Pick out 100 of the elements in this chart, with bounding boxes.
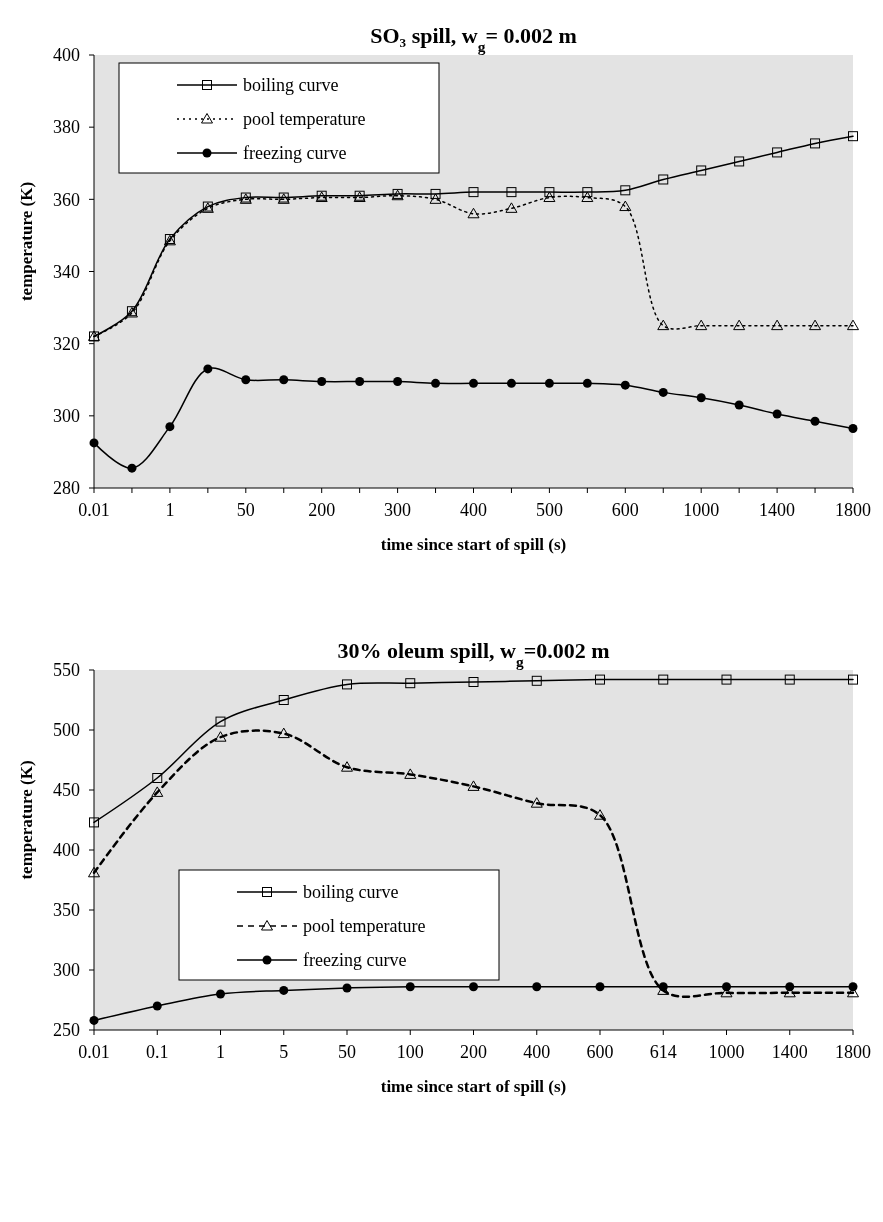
point — [468, 677, 479, 687]
y-tick-label: 400 — [53, 840, 80, 861]
x-tick-label: 600 — [611, 500, 639, 520]
point — [657, 319, 670, 331]
point — [595, 674, 605, 685]
point — [620, 185, 631, 196]
y-tick-label: 550 — [53, 660, 80, 681]
legend-label: freezing curve — [243, 143, 347, 164]
point — [506, 187, 517, 198]
y-tick-label: 340 — [53, 261, 80, 282]
point — [404, 768, 417, 779]
point — [88, 866, 100, 878]
point — [277, 727, 290, 739]
point — [595, 982, 605, 992]
point — [341, 761, 353, 772]
point — [317, 377, 327, 387]
point — [127, 463, 137, 473]
x-tick-label: 1000 — [683, 500, 720, 520]
point — [696, 393, 706, 403]
x-tick-label: 0.1 — [146, 1042, 169, 1062]
y-axis-title: temperature (K) — [17, 760, 36, 880]
point — [784, 674, 795, 685]
x-tick-label: 200 — [308, 500, 336, 520]
point — [658, 674, 669, 685]
point — [848, 423, 858, 433]
point — [430, 188, 441, 199]
point — [216, 989, 225, 999]
point — [658, 387, 668, 397]
point — [214, 731, 227, 742]
point — [342, 679, 352, 690]
point — [405, 678, 416, 689]
point — [152, 773, 163, 783]
point — [772, 409, 782, 419]
point — [771, 319, 784, 331]
point — [505, 202, 518, 213]
point — [847, 319, 859, 331]
y-tick-label: 300 — [53, 406, 80, 427]
x-tick-label: 400 — [460, 500, 487, 520]
point — [355, 377, 365, 387]
point — [543, 191, 556, 203]
point — [215, 716, 226, 727]
legend-label: boiling curve — [243, 75, 339, 96]
point — [582, 378, 592, 388]
x-axis-title: time since start of spill (s) — [380, 1077, 567, 1096]
x-tick-label: 1800 — [835, 1042, 871, 1062]
y-tick-label: 450 — [53, 780, 80, 801]
point — [696, 165, 707, 176]
point — [722, 982, 731, 992]
legend-label: freezing curve — [303, 950, 407, 971]
x-tick-label: 5 — [279, 1042, 289, 1062]
point — [532, 982, 542, 992]
x-tick-label: 614 — [649, 1042, 677, 1062]
point — [809, 319, 822, 331]
x-tick-label: 400 — [523, 1042, 551, 1062]
x-tick-label: 100 — [396, 1042, 424, 1062]
y-tick-label: 300 — [53, 960, 80, 981]
point — [89, 1015, 99, 1025]
point — [582, 187, 593, 198]
point — [530, 797, 543, 808]
point — [241, 375, 251, 385]
point — [468, 187, 479, 198]
x-axis-title: time since start of spill (s) — [380, 535, 567, 554]
y-tick-label: 500 — [53, 720, 80, 741]
point — [544, 378, 554, 388]
point — [151, 786, 164, 797]
point — [721, 674, 732, 685]
point — [429, 193, 442, 204]
legend-label: boiling curve — [303, 882, 399, 903]
x-tick-label: 300 — [384, 500, 412, 520]
x-tick-label: 1 — [216, 1042, 225, 1062]
point — [405, 982, 415, 992]
x-tick-label: 1000 — [708, 1042, 745, 1062]
point — [278, 695, 289, 705]
y-tick-label: 250 — [53, 1020, 80, 1041]
point — [203, 364, 213, 374]
point — [733, 319, 746, 331]
point — [342, 983, 352, 993]
point — [89, 438, 99, 448]
x-tick-label: 500 — [535, 500, 563, 520]
y-tick-label: 320 — [53, 333, 80, 354]
point — [469, 982, 478, 992]
x-tick-label: 600 — [586, 1042, 614, 1062]
x-tick-label: 50 — [338, 1042, 356, 1062]
point — [848, 674, 858, 685]
legend-label: pool temperature — [303, 916, 426, 937]
x-tick-label: 0.01 — [78, 1042, 110, 1062]
x-tick-label: 50 — [236, 500, 255, 520]
point — [469, 378, 478, 388]
x-tick-label: 200 — [460, 1042, 487, 1062]
point — [619, 200, 632, 212]
point — [695, 319, 708, 331]
point — [531, 675, 542, 686]
y-tick-label: 400 — [53, 45, 80, 66]
point — [165, 422, 175, 432]
point — [467, 207, 480, 219]
x-tick-label: 1800 — [835, 500, 871, 520]
point — [734, 400, 744, 410]
point — [594, 809, 606, 820]
legend-label: pool temperature — [243, 109, 366, 130]
point — [785, 982, 795, 992]
